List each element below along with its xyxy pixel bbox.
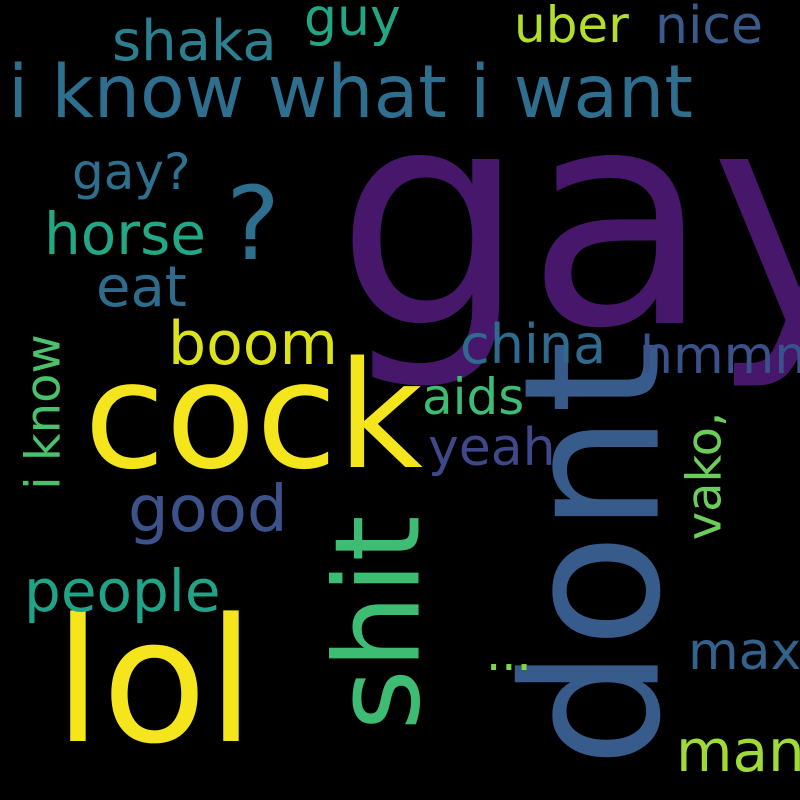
word-yeah: yeah [428,418,556,478]
word-hmmm: hmmm [640,326,800,386]
word-lol: lol [54,581,255,782]
word-i-know: i know [15,334,72,490]
word-horse: horse [44,200,206,268]
word-shaka: shaka [112,9,277,74]
word-man: man [676,717,800,785]
word-max: max [688,622,800,682]
word-eat: eat [96,255,187,320]
word-nice: nice [655,0,763,56]
word-ellipsis: ... [486,626,532,682]
word-i-know-what-i-want: i know what i want [8,50,693,135]
word-good: good [128,473,288,547]
word-aids: aids [422,368,525,426]
word-question-mark: ? [226,165,281,284]
word-shit: shit [308,515,447,731]
word-gay: gay [336,45,800,394]
word-uber: uber [514,0,629,54]
word-china: china [460,313,607,376]
word-gay-question: gay? [72,143,191,201]
word-dont: dont [483,340,703,768]
word-vako: vako, [676,411,733,541]
word-cock: cock [84,330,423,502]
word-guy: guy [304,0,401,48]
word-boom: boom [168,309,338,379]
word-people: people [24,557,221,625]
